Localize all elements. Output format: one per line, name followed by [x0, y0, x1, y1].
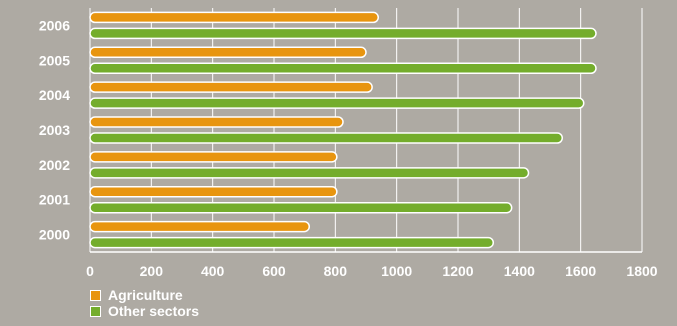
- bar-agriculture-2004: [89, 81, 373, 93]
- x-tick-label-600: 600: [262, 263, 286, 279]
- legend-swatch-other-sectors: [90, 305, 101, 317]
- legend-label-agriculture: Agriculture: [108, 287, 183, 303]
- category-label-2002: 2002: [39, 157, 70, 173]
- category-label-2003: 2003: [39, 122, 70, 138]
- x-tick-label-400: 400: [201, 263, 225, 279]
- grid-lines: [89, 8, 643, 252]
- legend-swatch-agriculture: [90, 289, 101, 301]
- bar-other-sectors-2004: [89, 97, 585, 109]
- bars: [89, 11, 597, 249]
- category-label-2004: 2004: [39, 87, 70, 103]
- category-label-2001: 2001: [39, 192, 70, 208]
- bar-agriculture-2003: [89, 116, 344, 128]
- x-tick-label-1600: 1600: [565, 263, 596, 279]
- category-label-2000: 2000: [39, 227, 70, 243]
- bar-other-sectors-2005: [89, 62, 597, 75]
- x-tick-labels: 0 200 400 600 800 1000 1200 1400 1600 1800: [86, 263, 658, 279]
- legend-label-other-sectors: Other sectors: [108, 303, 200, 319]
- category-labels: 2000 2001 2002 2003 2004 2005 2006: [39, 17, 70, 242]
- x-tick-label-800: 800: [324, 263, 348, 279]
- bar-agriculture-2006: [89, 11, 380, 24]
- bar-agriculture-2002: [89, 151, 338, 163]
- legend-item-agriculture: Agriculture: [90, 287, 199, 303]
- legend: Agriculture Other sectors: [90, 287, 199, 319]
- bar-other-sectors-2001: [89, 201, 513, 214]
- category-label-2006: 2006: [39, 17, 70, 33]
- x-tick-label-0: 0: [86, 263, 94, 279]
- x-tick-label-1000: 1000: [381, 263, 412, 279]
- x-tick-label-1200: 1200: [442, 263, 473, 279]
- bar-other-sectors-2006: [89, 27, 597, 40]
- bar-agriculture-2000: [89, 220, 311, 233]
- legend-item-other-sectors: Other sectors: [90, 303, 199, 319]
- bar-agriculture-2005: [89, 46, 367, 59]
- x-tick-label-200: 200: [140, 263, 164, 279]
- x-tick-label-1400: 1400: [504, 263, 535, 279]
- bar-other-sectors-2003: [89, 132, 564, 144]
- category-label-2005: 2005: [39, 52, 70, 68]
- bar-other-sectors-2002: [89, 167, 530, 179]
- bar-agriculture-2001: [89, 185, 338, 198]
- x-tick-label-1800: 1800: [626, 263, 657, 279]
- bar-other-sectors-2000: [89, 236, 495, 249]
